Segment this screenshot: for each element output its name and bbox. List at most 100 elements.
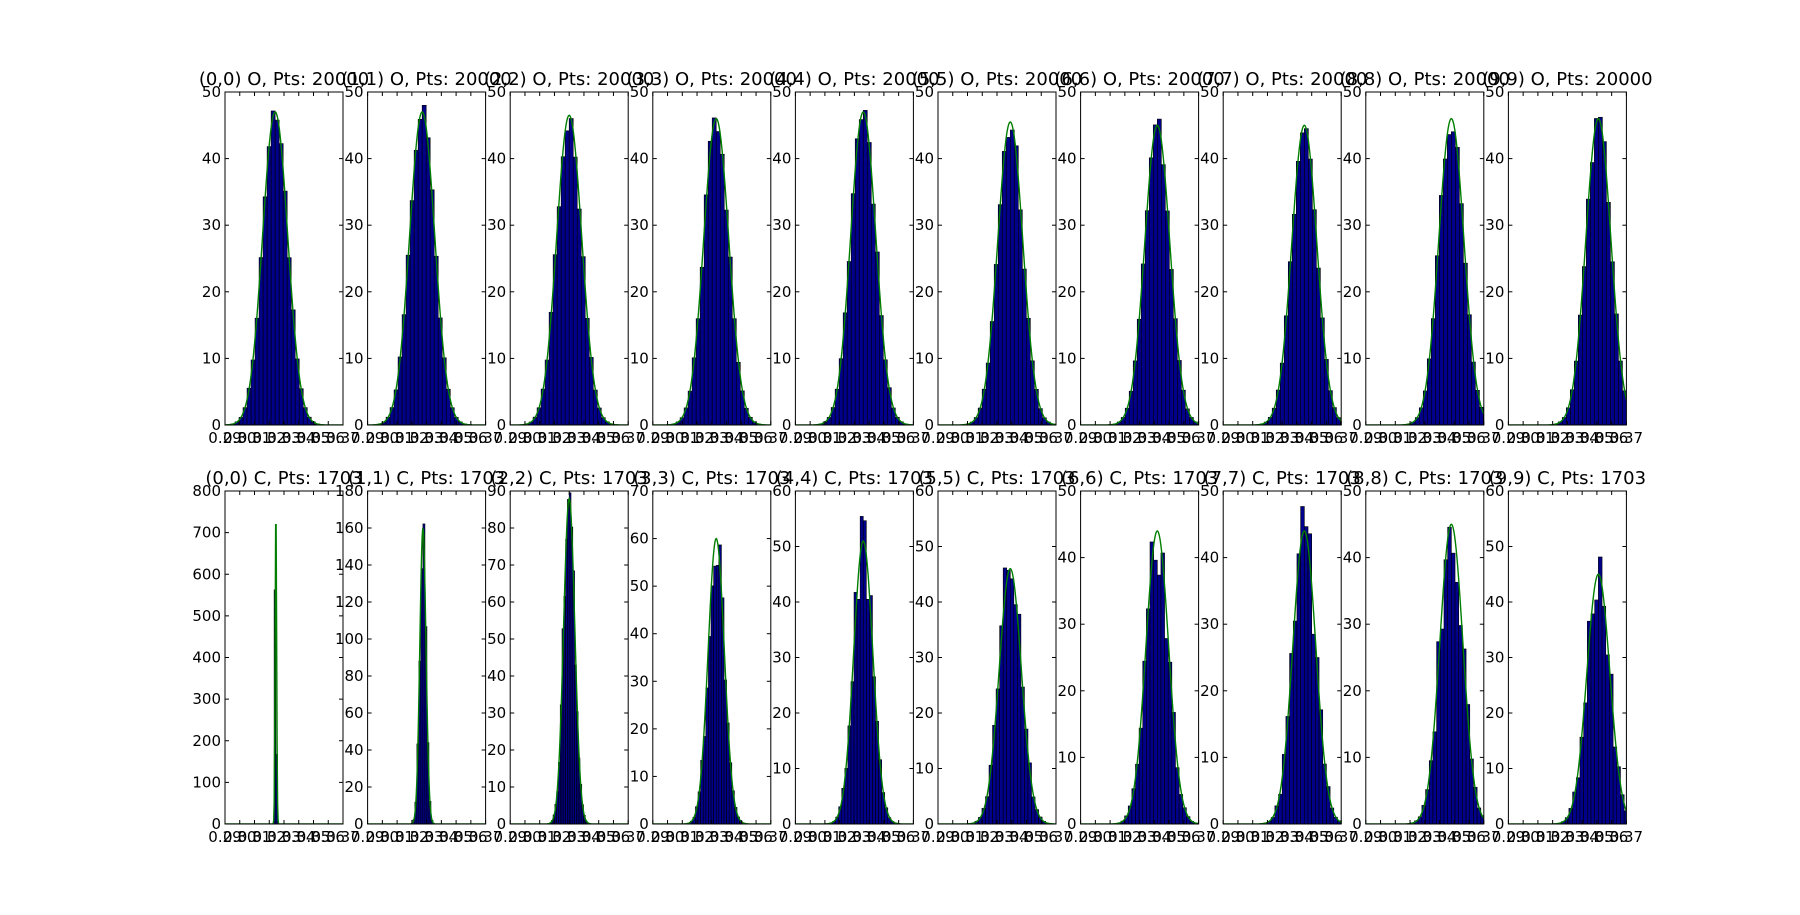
histogram-bar: [705, 687, 709, 824]
y-tick-label: 100: [192, 773, 221, 791]
x-tick-label: 0.31: [951, 828, 984, 846]
x-tick-label: 0.34: [995, 429, 1028, 447]
histogram-bar: [1017, 209, 1023, 425]
panel-title: (4,4) C, Pts: 1703: [776, 468, 933, 489]
histogram-bar: [1432, 731, 1437, 824]
y-tick-label: 50: [202, 83, 221, 101]
x-tick-label: 0.32: [538, 828, 571, 846]
x-tick-label: 0.33: [552, 828, 585, 846]
y-tick-label: 30: [487, 704, 506, 722]
histogram-bar: [409, 200, 415, 425]
histogram-bar: [1455, 147, 1460, 425]
y-tick-label: 20: [915, 283, 934, 301]
x-tick-label: 0.35: [1580, 828, 1613, 846]
x-tick-label: 0.29: [779, 828, 812, 846]
y-tick-label: 80: [345, 667, 364, 685]
histogram-bar: [866, 142, 872, 425]
histogram-bar: [1594, 599, 1599, 824]
histogram-bar: [1488, 823, 1492, 824]
x-tick-label: 0.30: [1221, 429, 1254, 447]
x-tick-label: 0.37: [754, 828, 787, 846]
histogram-bar: [1009, 129, 1015, 425]
y-tick-label: 40: [1485, 593, 1504, 611]
histogram-bar: [1344, 424, 1348, 425]
histogram-bar: [568, 118, 574, 425]
histogram-bar: [1583, 702, 1588, 824]
fit-curve-line: [652, 117, 771, 425]
x-tick-label: 0.32: [1108, 429, 1141, 447]
y-tick-label: 10: [1200, 748, 1219, 766]
histogram-panel: 0 10 20 30 40 50 0.290.300.310.320.330.340.350…: [1200, 482, 1358, 846]
x-tick-label: 0.31: [808, 828, 841, 846]
y-tick-label: 10: [630, 349, 649, 367]
x-tick-label: 0.33: [267, 429, 300, 447]
histogram-bar: [1602, 141, 1607, 425]
y-tick-label: 50: [1343, 482, 1362, 500]
y-tick-label: 400: [192, 649, 221, 667]
panel-title: (0,0) O, Pts: 20000: [199, 69, 369, 90]
histogram-bar: [870, 203, 876, 425]
x-tick-label: 0.33: [410, 429, 443, 447]
x-tick-label: 0.32: [1251, 828, 1284, 846]
x-tick-label: 0.31: [380, 429, 413, 447]
histogram-bar: [1458, 625, 1463, 824]
y-tick-label: 20: [1485, 704, 1504, 722]
histogram-bar: [1459, 203, 1464, 425]
y-tick-label: 140: [335, 556, 364, 574]
fit-curve-line: [1223, 124, 1342, 425]
y-tick-label: 30: [1058, 216, 1077, 234]
fit-curve-line: [1508, 117, 1627, 425]
x-tick-label: 0.31: [666, 828, 699, 846]
x-tick-label: 0.32: [1251, 429, 1284, 447]
y-tick-label: 60: [345, 704, 364, 722]
histogram-bar: [421, 104, 427, 425]
y-tick-label: 0: [354, 416, 364, 434]
y-tick-label: 40: [1058, 150, 1077, 168]
histogram-bar: [576, 208, 582, 425]
histogram-bar: [556, 206, 562, 425]
histogram-bar: [1300, 132, 1305, 425]
y-tick-label: 50: [772, 538, 791, 556]
y-tick-label: 10: [1485, 760, 1504, 778]
y-tick-label: 50: [1485, 83, 1504, 101]
histogram-bar: [1160, 552, 1165, 824]
x-tick-label: 0.35: [867, 828, 900, 846]
y-tick-label: 40: [772, 593, 791, 611]
x-tick-label: 0.33: [1123, 429, 1156, 447]
x-tick-label: 0.32: [1536, 429, 1569, 447]
y-tick-label: 30: [1058, 615, 1077, 633]
y-tick-label: 20: [1200, 283, 1219, 301]
histogram-bar: [1292, 620, 1298, 824]
x-tick-label: 0.34: [852, 828, 885, 846]
x-tick-label: 0.30: [223, 429, 256, 447]
histogram-bar: [1296, 553, 1301, 824]
histogram-panel: 01020304050600.290.300.310.320.330.340.3…: [772, 482, 930, 846]
x-tick-label: 0.33: [267, 828, 300, 846]
y-tick-label: 40: [1343, 549, 1362, 567]
x-tick-label: 0.32: [395, 828, 428, 846]
histogram-bar: [1153, 559, 1158, 824]
histogram-bar: [702, 736, 707, 824]
x-tick-label: 0.35: [1010, 429, 1043, 447]
y-tick-label: 700: [192, 524, 221, 542]
fit-curve-line: [1223, 530, 1342, 824]
x-tick-label: 0.33: [1265, 429, 1298, 447]
x-tick-label: 0.35: [1152, 828, 1185, 846]
x-tick-label: 0.29: [1349, 429, 1382, 447]
fit-curve-line: [510, 496, 629, 824]
y-tick-label: 0: [1210, 815, 1220, 833]
y-tick-label: 50: [1343, 83, 1362, 101]
x-tick-label: 0.35: [582, 828, 615, 846]
fit-curve-line: [367, 528, 486, 824]
x-tick-label: 0.34: [1280, 429, 1313, 447]
histogram-bar: [274, 119, 280, 425]
y-tick-label: 40: [1343, 150, 1362, 168]
x-tick-label: 0.31: [1521, 429, 1554, 447]
histogram-bar: [862, 520, 867, 824]
x-tick-label: 0.31: [666, 429, 699, 447]
x-tick-label: 0.31: [380, 828, 413, 846]
x-tick-label: 0.30: [936, 828, 969, 846]
x-tick-label: 0.33: [1551, 828, 1584, 846]
panel-title: (2,2) O, Pts: 20000: [484, 69, 654, 90]
histogram-panel: 01020304050607080900.290.300.310.320.330…: [487, 482, 645, 846]
